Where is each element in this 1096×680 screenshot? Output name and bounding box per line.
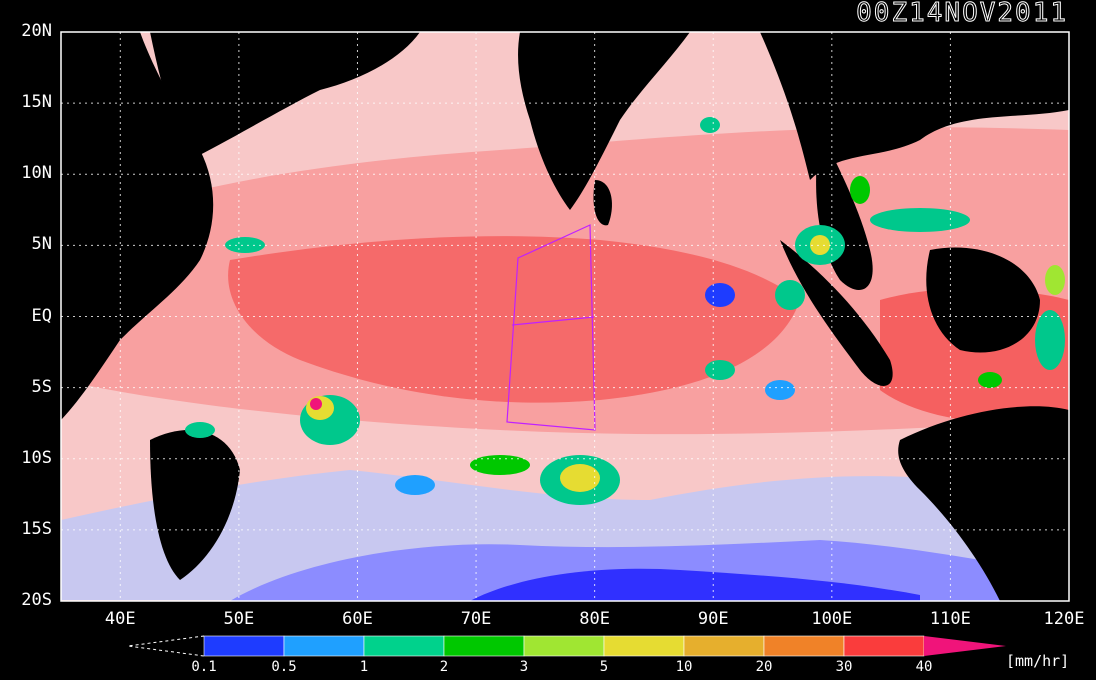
latitude-label: 5S — [31, 376, 52, 397]
colorbar-tick-label: 0.5 — [271, 659, 297, 675]
colorbar-segment — [683, 635, 765, 657]
colorbar-tick-label: 30 — [835, 659, 853, 675]
longitude-label: 90E — [697, 609, 729, 629]
longitude-label: 120E — [1043, 609, 1085, 629]
plot-frame — [60, 31, 1070, 602]
land-madagascar — [150, 430, 240, 580]
land-borneo — [926, 247, 1040, 353]
longitude-label: 40E — [104, 609, 136, 629]
timestamp-title: 00Z14NOV2011 — [856, 0, 1068, 29]
longitude-label: 110E — [929, 609, 971, 629]
longitude-label: 60E — [342, 609, 373, 629]
longitude-label: 100E — [811, 609, 853, 629]
colorbar-tick-label: 10 — [675, 659, 693, 675]
colorbar-tick-label: 5 — [599, 659, 609, 675]
land-sumatra — [780, 240, 893, 387]
colorbar-tick-label: 0.1 — [191, 659, 217, 675]
latitude-label: 20S — [21, 590, 52, 610]
precip-field — [61, 32, 1069, 601]
gridlines — [61, 32, 1069, 601]
colorbar-under-arrow — [127, 635, 205, 657]
colorbar-tick-label: 20 — [755, 659, 773, 675]
colorbar-unit: [mm/hr] — [1006, 652, 1070, 670]
latitude-label: 10N — [21, 163, 52, 184]
land-africa — [61, 32, 214, 420]
colorbar-tick-label: 2 — [439, 659, 449, 675]
colorbar — [127, 635, 1006, 657]
latitude-label: 5N — [31, 234, 52, 255]
longitude-label: 70E — [460, 609, 492, 629]
colorbar-tick-label: 40 — [915, 659, 933, 675]
colorbar-segment — [443, 635, 525, 657]
land-india — [518, 32, 690, 210]
colorbar-segment — [363, 635, 445, 657]
colorbar-segment — [523, 635, 605, 657]
convective-cells — [185, 117, 1065, 505]
latitude-label: EQ — [31, 305, 52, 326]
colorbar-segment — [843, 635, 925, 657]
colorbar-segment — [603, 635, 685, 657]
colorbar-segment — [283, 635, 365, 657]
land-australia — [898, 406, 1069, 601]
latitude-label: 20N — [21, 21, 52, 41]
land-arabia — [150, 32, 420, 160]
longitude-label: 50E — [223, 609, 255, 629]
longitude-label: 80E — [579, 609, 610, 629]
latitude-label: 15N — [21, 92, 52, 113]
land-sri-lanka — [593, 180, 612, 226]
colorbar-segment — [763, 635, 845, 657]
latitude-label: 15S — [21, 518, 52, 539]
colorbar-segment — [203, 635, 285, 657]
colorbar-tick-label: 3 — [519, 659, 529, 675]
latitude-label: 10S — [21, 447, 52, 468]
colorbar-over-arrow — [924, 636, 1006, 656]
land-southeast-asia — [760, 32, 1069, 180]
colorbar-tick-label: 1 — [359, 659, 369, 675]
south-deep-blue — [470, 568, 920, 601]
